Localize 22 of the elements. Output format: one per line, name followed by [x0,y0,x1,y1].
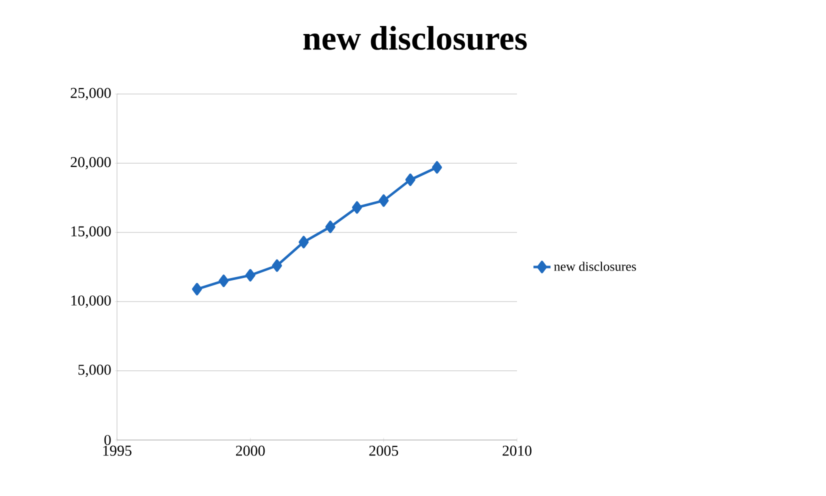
point [218,274,229,288]
y-tick-label: 15,000 [71,226,111,239]
y-tick-label: 25,000 [70,88,111,100]
point [272,259,282,272]
y-tick-label: 10,000 [71,295,111,308]
x-tick-label: 2000 [236,446,265,456]
legend-label: new disclosures [554,262,636,271]
y-tick-label: 5,000 [78,364,111,377]
x-tick-label: 1995 [103,446,132,456]
point [245,269,256,282]
point [405,174,416,186]
x-tick-label: 2010 [502,446,532,456]
y-tick-label: 0 [104,434,111,446]
point [298,236,309,248]
x-tick-label: 2005 [369,446,398,456]
point [325,220,336,234]
point [352,201,362,214]
point [378,194,389,207]
point [192,282,202,296]
chart-title: new disclosures [303,26,527,50]
y-tick-label: 20,000 [70,157,111,170]
point [432,161,442,174]
